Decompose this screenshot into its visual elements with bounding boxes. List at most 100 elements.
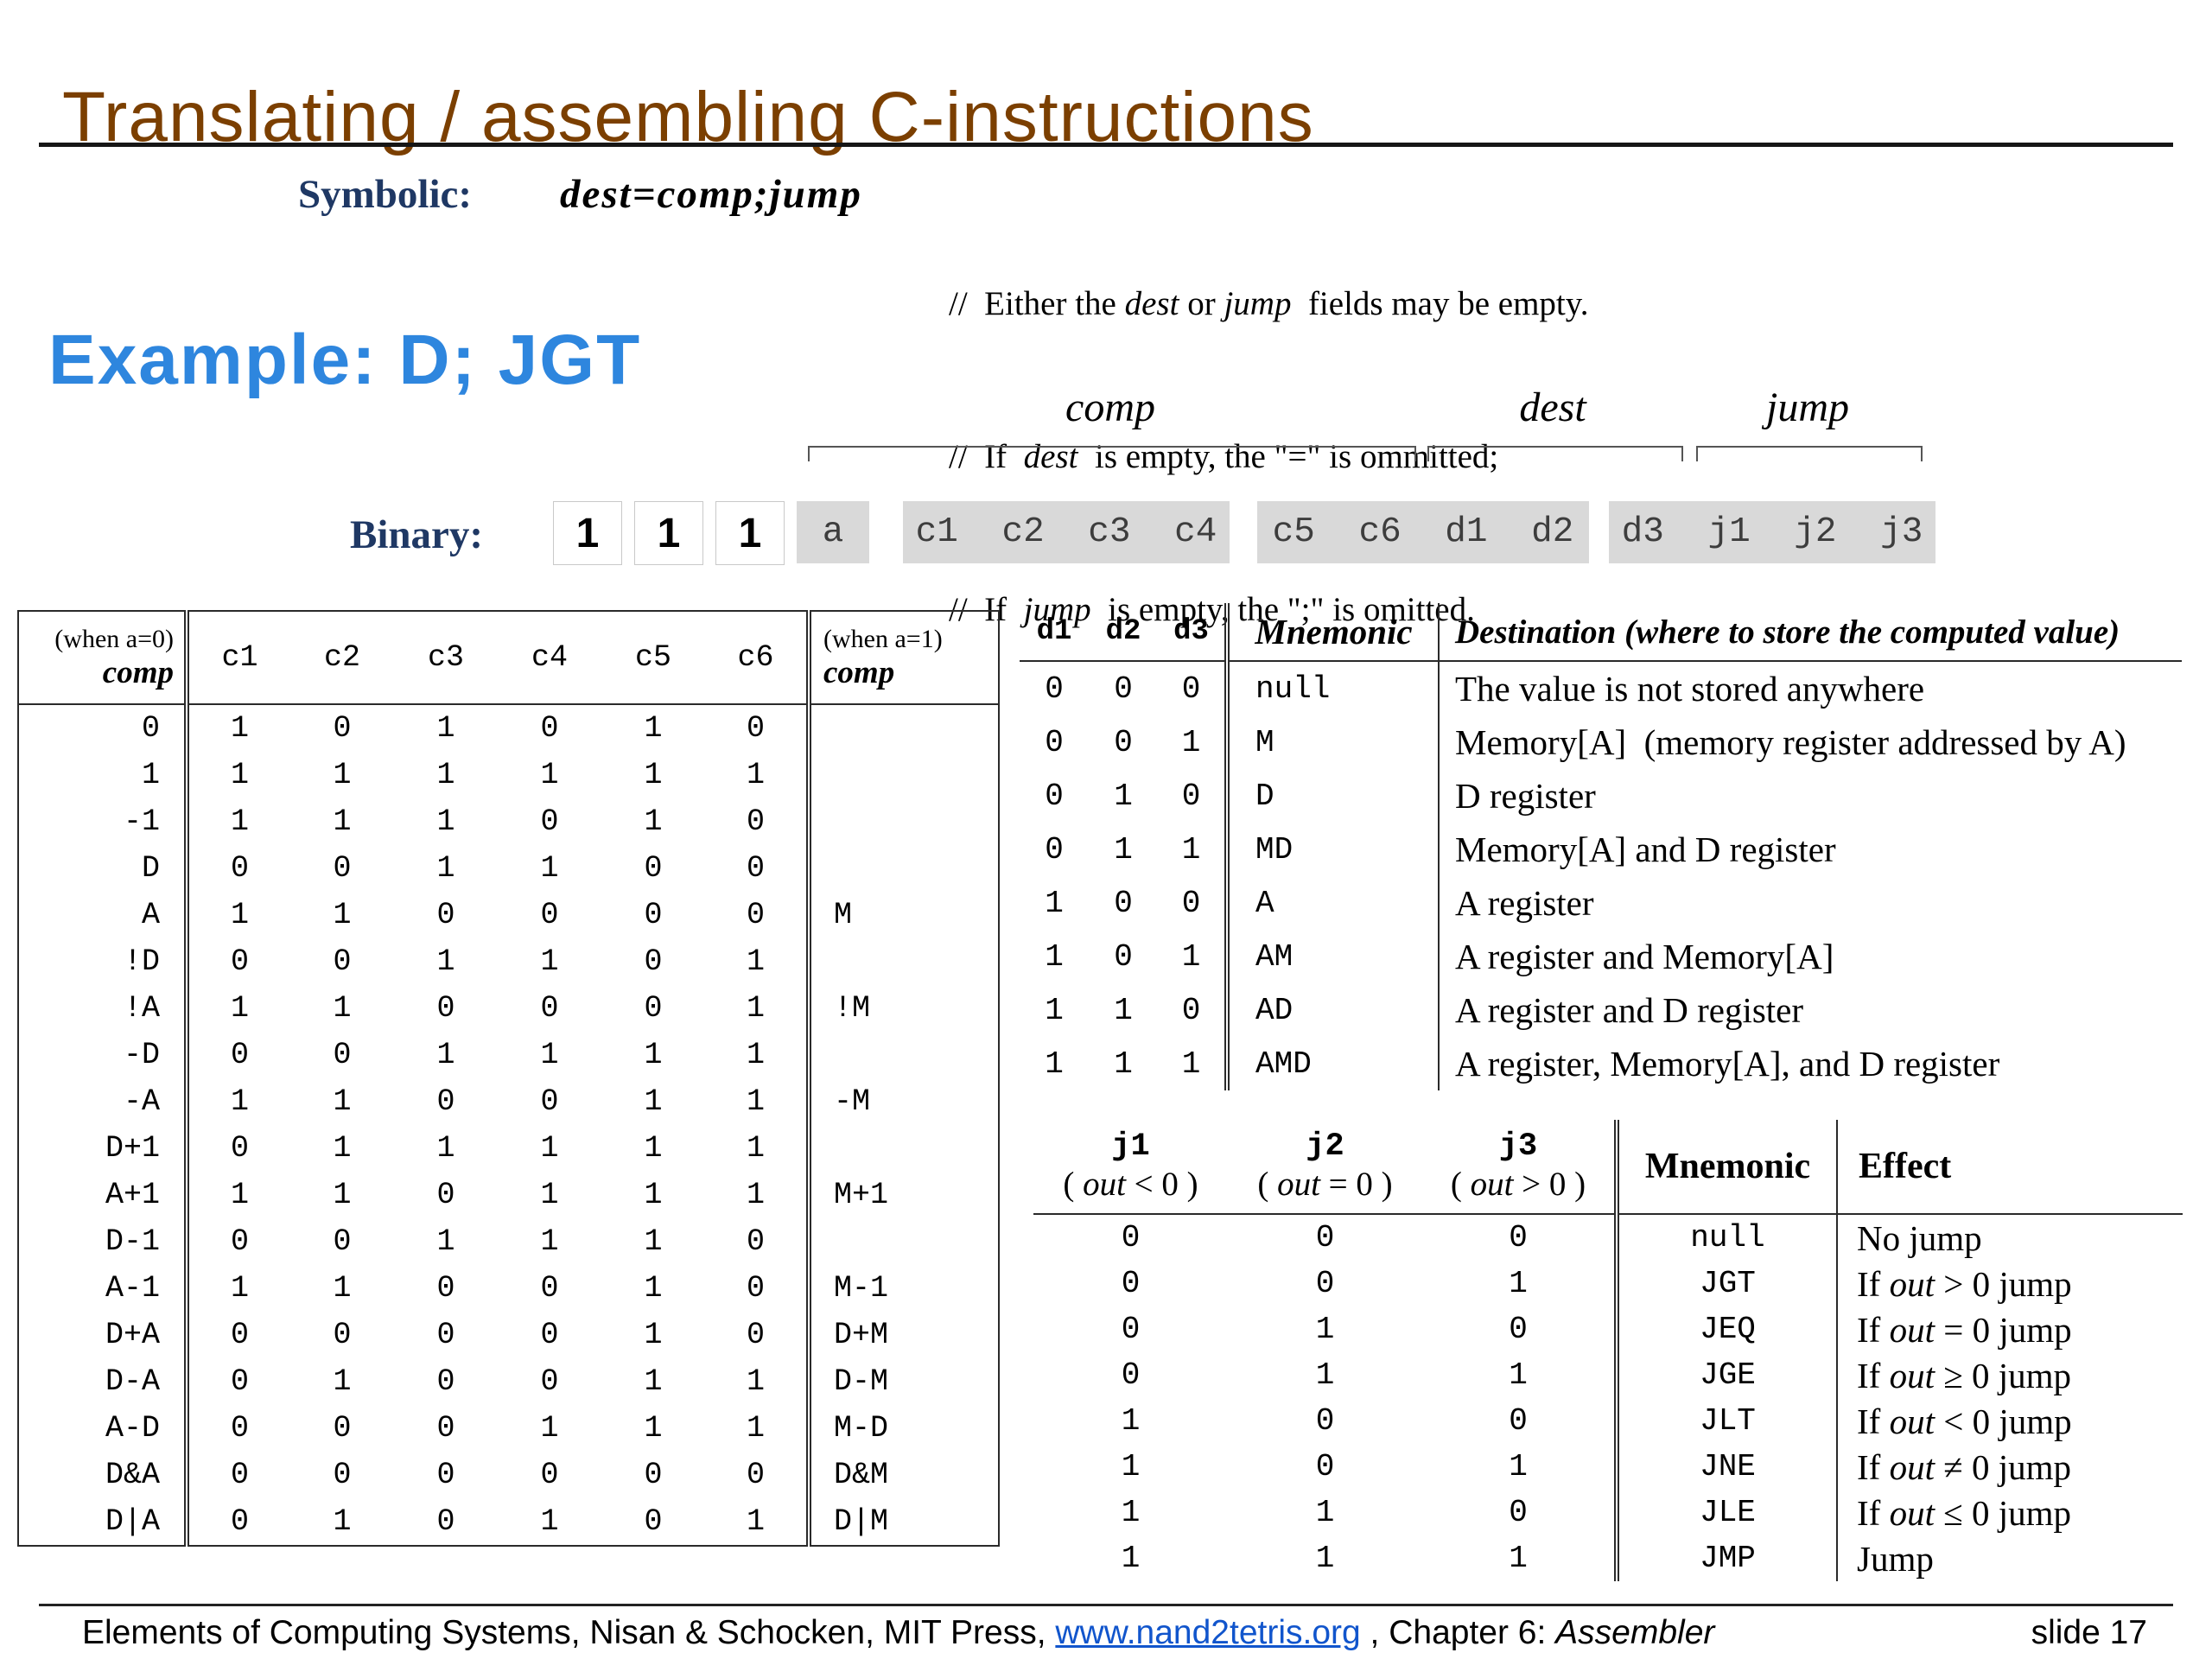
c4-bit: 1 xyxy=(540,1178,559,1212)
footer-text-before: Elements of Computing Systems, Nisan & S… xyxy=(82,1614,1056,1651)
d3-bit: 1 xyxy=(1181,831,1201,868)
c5-bit: 1 xyxy=(644,1131,663,1166)
c3-bit: 1 xyxy=(436,851,455,886)
c2-bit: 1 xyxy=(333,1131,352,1166)
comp-a0-cell: A-1 xyxy=(105,1271,160,1306)
c6-bit: 0 xyxy=(746,1318,765,1352)
c6-bit: 0 xyxy=(746,898,765,932)
jump-mnemonic-cell: null xyxy=(1614,1214,1837,1261)
c4-bit: 0 xyxy=(540,1084,559,1119)
dest-table-row: 0 0 0 null The value is not stored anywh… xyxy=(1020,661,2182,715)
jump-effect-cell: Jump xyxy=(1836,1535,2183,1581)
j1-bit: 0 xyxy=(1121,1312,1141,1347)
comp-a0-cell: -1 xyxy=(123,804,160,839)
j2-bit: 1 xyxy=(1315,1541,1335,1576)
c2-bit: 1 xyxy=(333,991,352,1026)
binary-bit-2: 1 xyxy=(634,501,703,565)
j1-bit: 1 xyxy=(1121,1541,1141,1576)
j3-bit: 0 xyxy=(1509,1403,1528,1439)
nand2tetris-link[interactable]: www.nand2tetris.org xyxy=(1055,1614,1361,1651)
c3-bit: 1 xyxy=(436,711,455,746)
c5-bit: 1 xyxy=(644,1364,663,1399)
j1-bit: 1 xyxy=(1121,1495,1141,1530)
comp-table-row: D 0 0 1 1 0 0 xyxy=(18,845,999,892)
c4-bit: 1 xyxy=(540,1504,559,1539)
comp-table-row: A 1 1 0 0 0 0 M xyxy=(18,892,999,938)
jump-mnemonic-cell: JNE xyxy=(1614,1444,1837,1490)
c6-bit: 1 xyxy=(746,1364,765,1399)
jump-table-row: 1 1 1 JMP Jump xyxy=(1033,1535,2183,1581)
d3-bit: 1 xyxy=(1181,724,1201,760)
dest-bracket xyxy=(1427,446,1683,461)
dest-table-row: 1 1 1 AMD A register, Memory[A], and D r… xyxy=(1020,1037,2182,1090)
c6-bit: 1 xyxy=(746,1038,765,1072)
dest-table-row: 1 0 0 A A register xyxy=(1020,876,2182,930)
c6-bit: 0 xyxy=(746,1271,765,1306)
c6-bit: 1 xyxy=(746,1178,765,1212)
comp-table-row: A-D 0 0 0 1 1 1 M-D xyxy=(18,1405,999,1452)
d1-bit: 0 xyxy=(1045,831,1064,868)
slide-number: slide 17 xyxy=(2031,1614,2147,1651)
c3-bit: 0 xyxy=(436,1504,455,1539)
c2-bit: 1 xyxy=(333,758,352,792)
c3-bit: 1 xyxy=(436,1131,455,1166)
j2-bit: 1 xyxy=(1315,1357,1335,1393)
jump-mnemonic-cell: JGE xyxy=(1614,1352,1837,1398)
c6-bit: 0 xyxy=(746,851,765,886)
j2-bit: 0 xyxy=(1315,1449,1335,1484)
j3-bit: 0 xyxy=(1509,1495,1528,1530)
c3-bit: 0 xyxy=(436,991,455,1026)
d2-header: d2 xyxy=(1089,603,1158,662)
comp-a1-cell: D+M xyxy=(806,1312,999,1358)
comp-table-row: D-A 0 1 0 0 1 1 D-M xyxy=(18,1358,999,1405)
dest-description-cell: The value is not stored anywhere xyxy=(1438,661,2182,715)
dest-mnemonic-cell: AMD xyxy=(1224,1037,1439,1090)
c4-bit: 0 xyxy=(540,1271,559,1306)
comp-a0-cell: -A xyxy=(123,1084,160,1119)
comment-text: fields may be empty. xyxy=(1291,285,1589,322)
c1-bit: 0 xyxy=(184,1452,290,1498)
comp-header-row: (when a=0) comp c1 c2 c3 c4 c5 c6 (when … xyxy=(18,611,999,705)
c2-bit: 0 xyxy=(333,1318,352,1352)
d3-bit: 1 xyxy=(1181,938,1201,975)
c2-bit: 0 xyxy=(333,1458,352,1492)
jump-group-label: jump xyxy=(1766,385,1849,430)
dest-description-cell: A register xyxy=(1438,876,2182,930)
comp-a1-cell: M-1 xyxy=(806,1265,999,1312)
comp-a1-cell: !M xyxy=(806,985,999,1032)
c5-bit: 1 xyxy=(644,758,663,792)
c4-bit: 1 xyxy=(540,1038,559,1072)
c3-bit: 0 xyxy=(436,1411,455,1446)
c3-bit: 1 xyxy=(436,944,455,979)
dest-description-header: Destination (where to store the computed… xyxy=(1438,603,2182,662)
dest-description-cell: A register and Memory[A] xyxy=(1438,930,2182,983)
c1-bit: 0 xyxy=(184,1498,290,1546)
c1-bit: 1 xyxy=(184,752,290,798)
d1-bit: 0 xyxy=(1045,671,1064,707)
d1-header: d1 xyxy=(1020,603,1089,662)
d1-bit: 0 xyxy=(1045,778,1064,814)
c4-bit: 1 xyxy=(540,1131,559,1166)
symbolic-label: Symbolic: xyxy=(298,172,473,217)
binary-bit-1: 1 xyxy=(553,501,622,565)
chapter-title: Assembler xyxy=(1555,1614,1715,1651)
c6-bit: 1 xyxy=(746,1084,765,1119)
c4-bit: 1 xyxy=(540,944,559,979)
d3-bit: 0 xyxy=(1181,885,1201,921)
c1-bit: 1 xyxy=(184,985,290,1032)
c3-bit: 0 xyxy=(436,898,455,932)
dest-mnemonic-header: Mnemonic xyxy=(1224,603,1439,662)
c5-bit: 1 xyxy=(644,1411,663,1446)
example-text: Example: D; JGT xyxy=(48,321,642,399)
dest-table: d1 d2 d3 Mnemonic Destination (where to … xyxy=(1020,603,2182,1090)
c3-bit: 0 xyxy=(436,1364,455,1399)
d2-bit: 0 xyxy=(1114,938,1133,975)
j3-header: j3 xyxy=(1498,1128,1538,1165)
comment-var-dest: dest xyxy=(1023,438,1078,475)
j3-bit: 1 xyxy=(1509,1541,1528,1576)
c5-bit: 1 xyxy=(644,1178,663,1212)
c6-bit: 0 xyxy=(746,711,765,746)
c6-bit: 0 xyxy=(746,804,765,839)
j2-header: j2 xyxy=(1306,1128,1344,1165)
c1-bit: 1 xyxy=(184,798,290,845)
